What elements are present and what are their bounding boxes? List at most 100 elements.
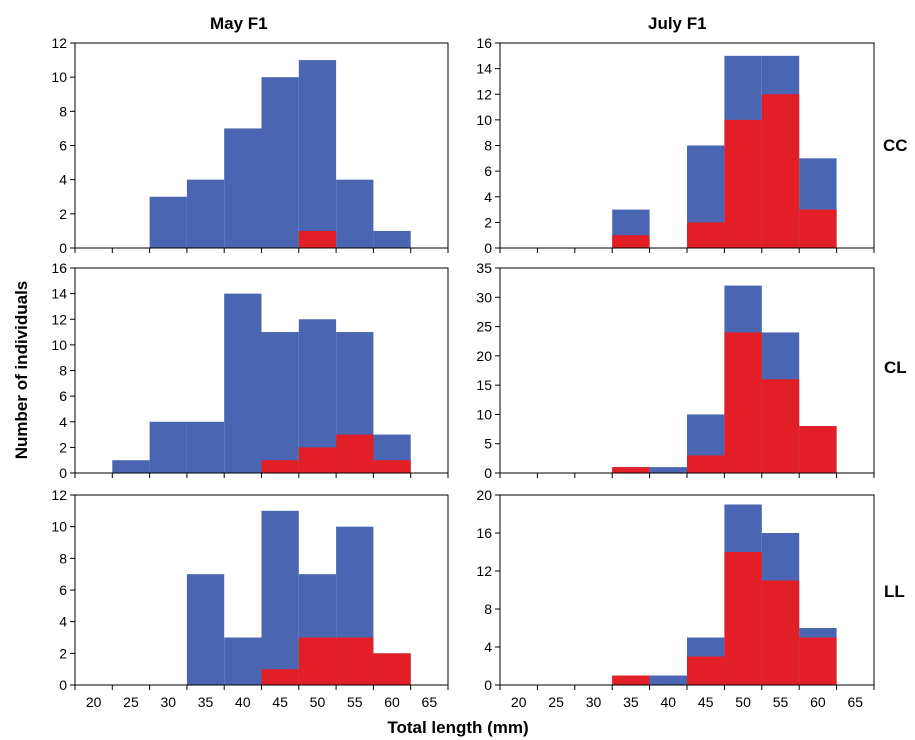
y-tick-label: 12: [476, 86, 492, 102]
y-tick-label: 0: [484, 465, 492, 481]
bar-blue-45: [261, 77, 299, 248]
column-title-july: July F1: [648, 14, 707, 33]
bar-blue-40: [649, 675, 687, 685]
x-tick-label: 50: [310, 694, 326, 710]
y-tick-label: 10: [51, 69, 67, 85]
bar-red-45: [687, 222, 725, 249]
y-tick-label: 2: [59, 206, 67, 222]
y-tick-label: 8: [484, 138, 492, 154]
y-tick-label: 14: [476, 61, 492, 77]
bar-blue-40: [224, 637, 262, 685]
bar-red-35: [612, 675, 650, 685]
x-tick-label: 40: [661, 694, 677, 710]
bar-blue-60: [373, 230, 411, 248]
bar-red-45: [687, 656, 725, 685]
bar-red-55: [336, 637, 374, 685]
y-tick-label: 14: [51, 286, 67, 302]
x-tick-label: 25: [548, 694, 564, 710]
x-tick-label: 35: [198, 694, 214, 710]
bar-blue-40: [224, 128, 262, 248]
bar-red-45: [687, 455, 725, 473]
y-tick-label: 4: [59, 172, 67, 188]
bar-red-55: [761, 94, 800, 248]
y-tick-label: 16: [51, 260, 67, 276]
x-tick-label: 50: [735, 694, 751, 710]
x-tick-label: 45: [272, 694, 288, 710]
y-tick-label: 12: [476, 563, 492, 579]
bar-blue-50: [298, 60, 337, 248]
y-tick-label: 0: [484, 677, 492, 693]
y-tick-label: 5: [484, 436, 492, 452]
bar-red-60: [373, 653, 411, 685]
bar-red-60: [373, 460, 411, 473]
y-tick-label: 10: [476, 406, 492, 422]
bar-red-45: [261, 669, 299, 685]
x-tick-label: 60: [384, 694, 400, 710]
x-tick-label: 55: [347, 694, 363, 710]
y-tick-label: 12: [51, 311, 67, 327]
row-label-cl: CL: [884, 358, 907, 377]
y-tick-label: 30: [476, 289, 492, 305]
y-tick-label: 0: [59, 677, 67, 693]
y-tick-label: 8: [59, 550, 67, 566]
bar-red-50: [298, 637, 337, 685]
y-tick-label: 16: [476, 35, 492, 51]
bar-red-60: [799, 637, 837, 685]
bar-red-50: [724, 552, 762, 685]
y-tick-label: 8: [59, 363, 67, 379]
y-tick-label: 0: [59, 240, 67, 256]
y-tick-label: 6: [59, 138, 67, 154]
y-tick-label: 10: [51, 519, 67, 535]
y-tick-label: 35: [476, 260, 492, 276]
y-tick-label: 4: [59, 614, 67, 630]
bar-red-45: [261, 460, 299, 473]
bar-red-55: [336, 434, 374, 473]
y-tick-label: 8: [59, 103, 67, 119]
x-tick-label: 45: [698, 694, 714, 710]
bar-red-50: [298, 447, 337, 474]
y-tick-label: 4: [484, 639, 492, 655]
y-tick-label: 0: [484, 240, 492, 256]
y-tick-label: 6: [484, 163, 492, 179]
bar-blue-35: [186, 179, 225, 248]
y-tick-label: 20: [476, 487, 492, 503]
bar-blue-50: [298, 319, 337, 473]
x-tick-label: 35: [623, 694, 639, 710]
y-tick-label: 6: [59, 388, 67, 404]
x-tick-label: 65: [422, 694, 438, 710]
bar-red-55: [761, 580, 800, 685]
bar-red-50: [724, 119, 762, 249]
x-tick-label: 55: [773, 694, 789, 710]
bar-blue-35: [186, 421, 225, 473]
bar-blue-45: [261, 510, 299, 685]
bar-red-55: [761, 379, 800, 473]
x-tick-label: 40: [235, 694, 251, 710]
y-tick-label: 15: [476, 377, 492, 393]
x-tick-label: 25: [123, 694, 139, 710]
y-tick-label: 4: [484, 189, 492, 205]
row-label-cc: CC: [883, 136, 908, 155]
bar-red-60: [799, 209, 837, 248]
y-tick-label: 2: [59, 439, 67, 455]
x-tick-label: 60: [810, 694, 826, 710]
bar-red-60: [799, 426, 837, 473]
x-tick-label: 20: [86, 694, 102, 710]
bar-blue-35: [186, 574, 225, 685]
y-tick-label: 2: [59, 645, 67, 661]
bar-blue-25: [112, 460, 150, 473]
x-axis-label: Total length (mm): [387, 718, 529, 737]
y-tick-label: 6: [59, 582, 67, 598]
bar-red-50: [724, 332, 762, 473]
y-tick-label: 12: [51, 487, 67, 503]
y-tick-label: 2: [484, 214, 492, 230]
y-tick-label: 4: [59, 414, 67, 430]
y-tick-label: 0: [59, 465, 67, 481]
y-tick-label: 25: [476, 319, 492, 335]
y-tick-label: 12: [51, 35, 67, 51]
y-tick-label: 16: [476, 525, 492, 541]
bar-red-50: [298, 230, 337, 248]
bar-blue-40: [649, 467, 687, 473]
y-tick-label: 10: [51, 337, 67, 353]
